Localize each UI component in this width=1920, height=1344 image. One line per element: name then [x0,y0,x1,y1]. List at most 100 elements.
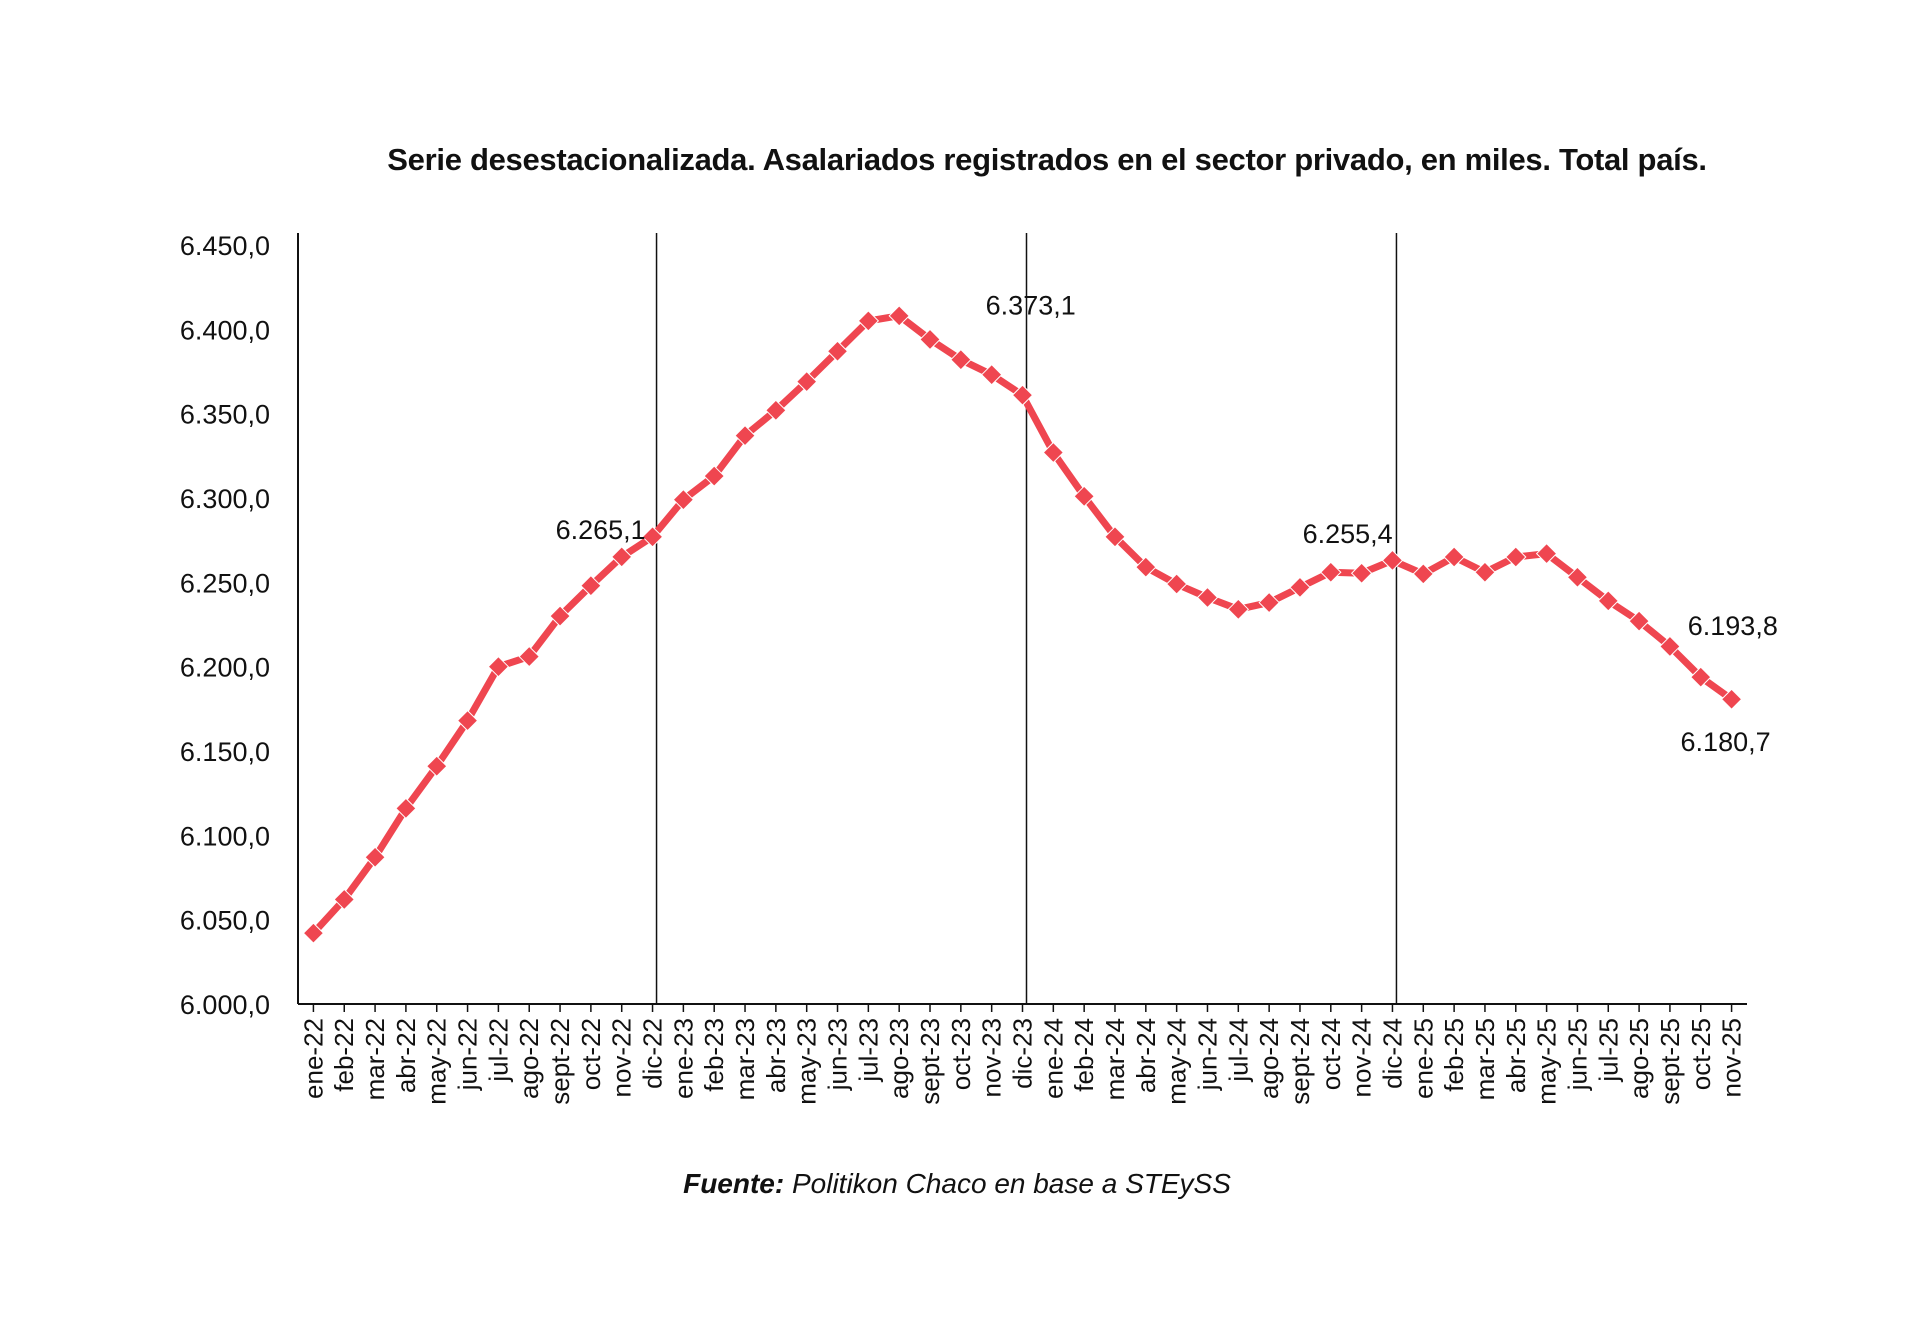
y-tick-label: 6.150,0 [180,737,270,767]
chart-title: Serie desestacionalizada. Asalariados re… [387,142,1707,177]
data-point-marker [456,709,479,732]
source-label: Fuente: [683,1168,785,1199]
x-tick-label: ago-22 [514,1018,544,1099]
data-point-marker [1566,566,1589,588]
data-point-marker [1196,586,1219,609]
x-tick-label: nov-23 [977,1018,1007,1098]
y-tick-label: 6.400,0 [180,315,270,345]
x-tick-label: ene-25 [1408,1018,1438,1099]
x-tick-label: jun-24 [1192,1018,1222,1091]
x-tick-label: jun-22 [453,1018,483,1091]
x-tick-label: oct-23 [946,1018,976,1090]
data-point-marker [1597,590,1619,612]
x-tick-label: ene-23 [668,1018,698,1099]
x-tick-label: abr-24 [1131,1018,1161,1093]
x-tick-label: may-23 [792,1018,822,1105]
data-label: 6.193,8 [1688,611,1778,641]
x-tick-label: sept-25 [1655,1018,1685,1105]
data-point-marker [1720,688,1743,710]
x-tick-label: ene-22 [298,1018,328,1099]
data-point-marker [1690,666,1712,688]
data-point-marker [302,922,325,944]
data-point-marker [549,605,571,627]
data-point-marker [1474,561,1496,583]
x-tick-label: dic-24 [1377,1018,1407,1089]
data-point-marker [1104,526,1126,548]
x-tick-label: feb-23 [699,1018,729,1092]
data-point-marker [1381,549,1404,572]
data-point-marker [826,340,849,362]
x-tick-label: sept-23 [915,1018,945,1105]
data-point-marker [1659,635,1681,658]
x-tick-label: ago-25 [1624,1018,1654,1099]
x-tick-label: feb-24 [1069,1018,1099,1092]
data-point-marker [1135,556,1157,578]
data-point-marker [487,655,510,678]
x-tick-label: nov-24 [1347,1018,1377,1098]
x-tick-label: abr-25 [1501,1018,1531,1093]
data-label: 6.255,4 [1303,519,1393,549]
data-point-marker [765,399,787,422]
data-point-marker [611,546,633,568]
y-tick-label: 6.250,0 [180,568,270,598]
x-tick-label: oct-25 [1686,1018,1716,1090]
y-tick-label: 6.300,0 [180,484,270,514]
x-tick-label: ago-23 [884,1018,914,1099]
x-tick-label: oct-22 [576,1018,606,1090]
data-point-marker [1320,561,1342,583]
x-tick-label: ago-24 [1254,1018,1284,1099]
series-line [310,312,1734,936]
x-tick-label: feb-25 [1439,1018,1469,1092]
data-point-marker [672,488,695,511]
y-tick-label: 6.050,0 [180,906,270,936]
x-tick-label: jul-25 [1593,1018,1623,1083]
source-text: Politikon Chaco en base a STEySS [791,1168,1231,1199]
data-point-marker [426,755,448,777]
x-tick-label: jul-23 [853,1018,883,1083]
x-tick-label: sept-22 [545,1018,575,1105]
data-point-marker [641,526,664,548]
x-tick-label: mar-23 [730,1018,760,1100]
x-tick-label: nov-25 [1717,1018,1747,1098]
data-point-marker [1042,441,1065,464]
x-tick-label: may-24 [1162,1018,1192,1105]
x-tick-label: mar-24 [1100,1018,1130,1100]
data-point-marker [857,310,880,332]
data-point-marker [1165,573,1188,595]
data-point-marker [580,574,602,597]
y-tick-label: 6.350,0 [180,400,270,430]
x-tick-label: jul-24 [1223,1018,1253,1083]
data-point-marker [980,363,1003,386]
chart-source: Fuente: Politikon Chaco en base a STEySS [0,1168,1914,1200]
data-point-marker [1011,384,1034,406]
data-point-marker [919,328,941,351]
data-point-marker [888,305,910,327]
x-tick-label: dic-23 [1008,1018,1038,1089]
y-tick-label: 6.200,0 [180,653,270,683]
x-tick-label: abr-23 [761,1018,791,1093]
y-tick-label: 6.000,0 [180,990,270,1020]
x-tick-label: feb-22 [329,1018,359,1092]
x-tick-label: mar-25 [1470,1018,1500,1100]
data-point-marker [1073,485,1095,508]
x-tick-label: may-22 [422,1018,452,1105]
data-point-marker [1628,610,1650,632]
data-point-marker [950,348,972,371]
data-point-marker [395,797,417,820]
data-point-marker [703,465,725,487]
data-point-marker [518,645,540,668]
data-point-marker [734,424,756,447]
x-tick-label: mar-22 [360,1018,390,1100]
data-point-marker [1289,576,1311,599]
x-tick-label: jun-23 [823,1018,853,1091]
data-label: 6.265,1 [556,515,646,545]
y-tick-label: 6.450,0 [180,231,270,261]
data-point-marker [1350,562,1373,584]
data-point-marker [1505,546,1527,568]
x-tick-label: nov-22 [607,1018,637,1098]
y-tick-label: 6.100,0 [180,821,270,851]
x-tick-label: abr-22 [391,1018,421,1093]
data-point-marker [1258,591,1280,614]
data-point-marker [795,370,818,393]
